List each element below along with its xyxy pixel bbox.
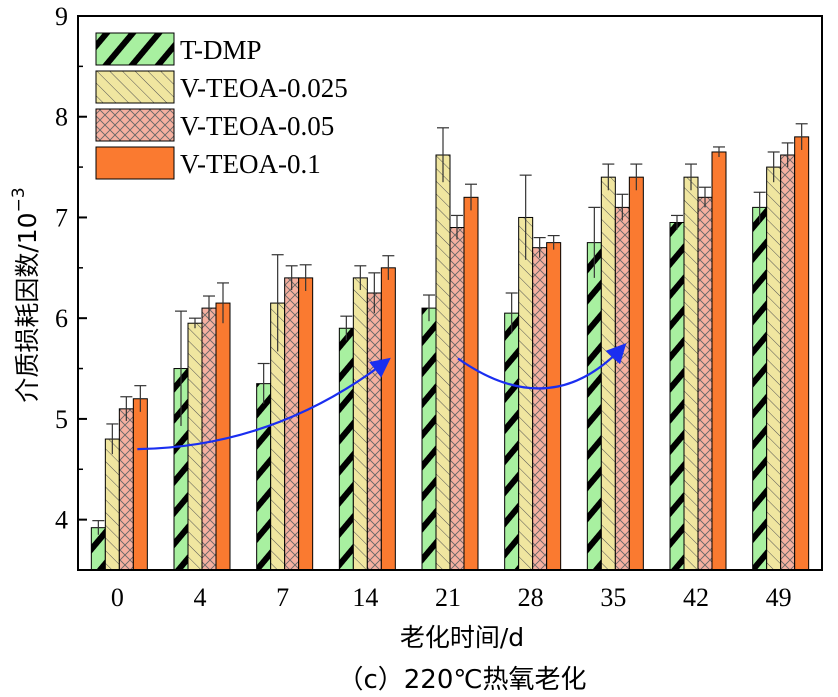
bars-layer [90, 136, 810, 571]
bar-v-teoa-0-1-day-42 [711, 151, 727, 571]
trend-arrow-u-shaped [457, 343, 627, 390]
x-tick-label: 42 [683, 583, 709, 612]
bar-v-teoa-0-025-day-35 [600, 176, 616, 571]
y-tick-label: 6 [55, 304, 68, 333]
x-axis-title: 老化时间/d [400, 623, 524, 652]
x-tick-label: 4 [194, 583, 207, 612]
legend-label: T-DMP [180, 35, 262, 65]
bar-v-teoa-0-1-day-49 [794, 136, 810, 571]
x-tick-label: 14 [352, 583, 378, 612]
x-tick-label: 21 [435, 583, 461, 612]
y-axis-title-main: 介质损耗因数/10 [13, 212, 42, 402]
bar-v-teoa-0-025-day-4 [187, 322, 203, 571]
y-tick-label: 4 [55, 506, 68, 535]
legend-label: V-TEOA-0.05 [180, 111, 334, 141]
legend-swatch-v-teoa-0-1 [95, 146, 175, 180]
x-tick-label: 28 [518, 583, 544, 612]
legend-label: V-TEOA-0.1 [180, 149, 321, 179]
bar-v-teoa-0-025-day-21 [435, 154, 451, 571]
x-tick-label: 0 [111, 583, 124, 612]
bar-t-dmp-day-49 [752, 206, 768, 571]
legend-swatch-v-teoa-0-05 [95, 108, 175, 142]
bar-v-teoa-0-1-day-28 [546, 242, 562, 571]
bar-v-teoa-0-1-day-4 [215, 302, 231, 571]
x-tick-label: 49 [766, 583, 792, 612]
bar-t-dmp-day-42 [669, 221, 685, 571]
bar-v-teoa-0-05-day-4 [201, 307, 217, 571]
bar-v-teoa-0-05-day-21 [449, 227, 465, 571]
trend-arrow-rising [137, 357, 391, 451]
bar-v-teoa-0-05-day-0 [118, 408, 134, 571]
bar-t-dmp-day-35 [586, 242, 602, 571]
figure-caption: （c）220℃热氧老化 [337, 665, 586, 695]
y-tick-label: 8 [55, 103, 68, 132]
bar-v-teoa-0-1-day-21 [463, 196, 479, 571]
bar-v-teoa-0-05-day-49 [780, 154, 796, 571]
bar-v-teoa-0-025-day-0 [104, 438, 120, 571]
bar-v-teoa-0-1-day-14 [380, 267, 396, 571]
y-tick-label: 5 [55, 405, 68, 434]
y-axis-title-exponent: −3 [9, 187, 29, 212]
bar-t-dmp-day-14 [338, 327, 354, 571]
legend-label: V-TEOA-0.025 [180, 73, 348, 103]
y-tick-label: 9 [55, 2, 68, 31]
bar-v-teoa-0-05-day-28 [532, 247, 548, 571]
y-tick-labels: 4 5 6 7 8 9 [55, 2, 68, 535]
bar-v-teoa-0-025-day-14 [352, 277, 368, 571]
bar-t-dmp-day-21 [421, 307, 437, 571]
bar-t-dmp-day-7 [256, 383, 272, 571]
bar-t-dmp-day-28 [504, 312, 520, 571]
bar-v-teoa-0-1-day-0 [132, 398, 148, 571]
bar-v-teoa-0-05-day-35 [614, 206, 630, 571]
bar-v-teoa-0-05-day-42 [697, 196, 713, 571]
bar-v-teoa-0-1-day-7 [298, 277, 314, 571]
y-tick-label: 7 [55, 203, 68, 232]
bar-v-teoa-0-025-day-42 [683, 176, 699, 571]
bar-v-teoa-0-05-day-7 [284, 277, 300, 571]
bar-v-teoa-0-025-day-49 [766, 166, 782, 571]
bar-v-teoa-0-1-day-35 [628, 176, 644, 571]
legend-swatch-v-teoa-0-025 [95, 70, 175, 104]
legend-swatch-t-dmp [95, 32, 175, 66]
legend: T-DMP V-TEOA-0.025 V-TEOA-0.05 V-TEOA-0.1 [95, 32, 348, 180]
bar-v-teoa-0-05-day-14 [366, 292, 382, 571]
y-axis-title: 介质损耗因数/10−3 [9, 187, 42, 402]
x-tick-label: 7 [276, 583, 289, 612]
bar-v-teoa-0-025-day-28 [518, 216, 534, 571]
x-tick-labels: 0 4 7 14 21 28 35 42 49 [111, 583, 792, 612]
error-bars-layer [92, 123, 808, 535]
x-tick-label: 35 [600, 583, 626, 612]
annotation-arrows [137, 343, 627, 451]
plot-frame [77, 15, 823, 571]
